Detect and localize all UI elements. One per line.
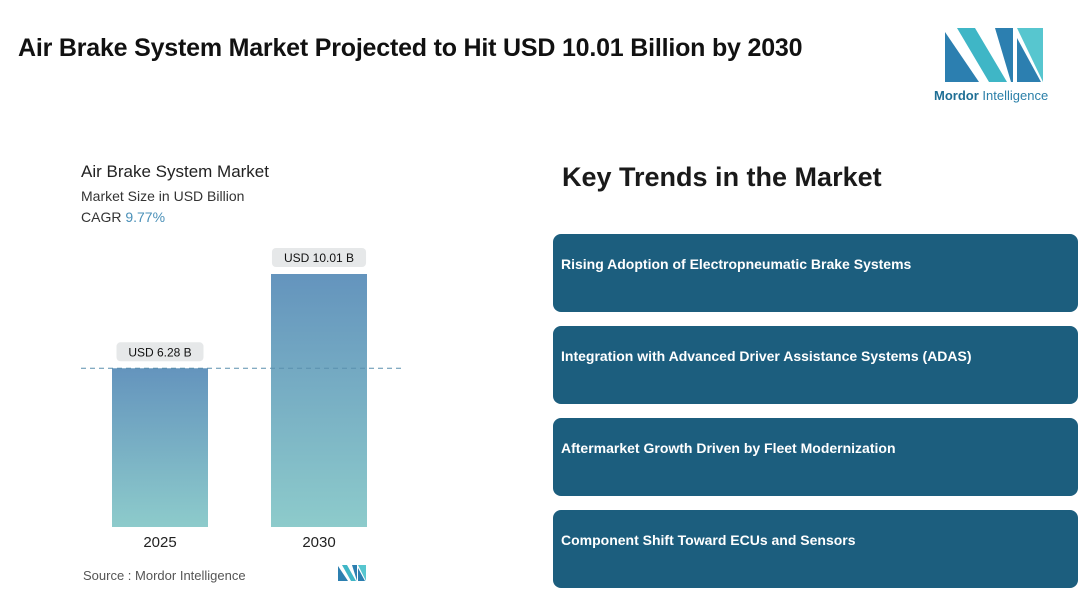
trend-card-label: Integration with Advanced Driver Assista… xyxy=(561,348,972,364)
trends-heading: Key Trends in the Market xyxy=(562,162,882,192)
trend-card: Aftermarket Growth Driven by Fleet Moder… xyxy=(553,418,1078,496)
source-logo-icon xyxy=(338,565,366,581)
logo-text: Mordor Intelligence xyxy=(934,88,1049,103)
trend-card: Rising Adoption of Electropneumatic Brak… xyxy=(553,234,1078,312)
chart-subtitle: Market Size in USD Billion xyxy=(81,188,245,204)
bar-2025 xyxy=(112,368,208,527)
chart-title: Air Brake System Market xyxy=(81,162,269,181)
trend-card-label: Aftermarket Growth Driven by Fleet Moder… xyxy=(561,440,896,456)
bar-2030 xyxy=(271,274,367,527)
cagr-label: CAGR xyxy=(81,209,122,225)
trend-card: Component Shift Toward ECUs and Sensors xyxy=(553,510,1078,588)
trend-card: Integration with Advanced Driver Assista… xyxy=(553,326,1078,404)
page-title: Air Brake System Market Projected to Hit… xyxy=(18,34,803,62)
mordor-intelligence-logo: Mordor Intelligence xyxy=(934,28,1060,108)
x-tick-label: 2030 xyxy=(302,534,335,551)
bar-chart: USD 6.28 B 2025 USD 10.01 B 2030 xyxy=(81,248,401,551)
x-tick-label: 2025 xyxy=(143,534,176,551)
trend-card-label: Component Shift Toward ECUs and Sensors xyxy=(561,532,856,548)
data-label-bg xyxy=(271,248,367,267)
cagr-value: 9.77% xyxy=(125,209,166,225)
mordor-logo-mark-icon xyxy=(945,28,1043,82)
source-note: Source : Mordor Intelligence xyxy=(83,568,246,583)
data-label-bg xyxy=(116,342,204,362)
data-label: USD 6.28 B xyxy=(128,345,191,359)
cagr-line: CAGR 9.77% xyxy=(81,209,165,225)
data-label: USD 10.01 B xyxy=(284,251,354,265)
trend-card-label: Rising Adoption of Electropneumatic Brak… xyxy=(561,256,912,272)
